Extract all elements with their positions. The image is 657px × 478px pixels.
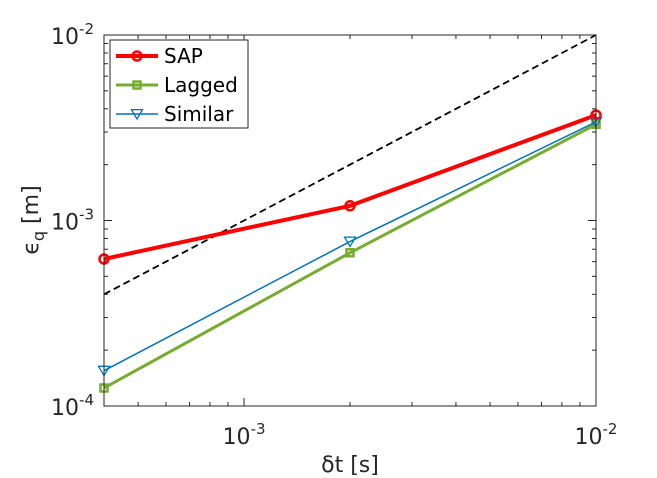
legend-item-lagged: Lagged bbox=[116, 73, 238, 97]
series-similar-line bbox=[103, 121, 597, 372]
x-tick-labels: 10-3 10-2 bbox=[223, 420, 618, 450]
legend-swatch-marker bbox=[132, 80, 142, 90]
x-tick-label: 10-2 bbox=[575, 420, 618, 450]
reference-line bbox=[103, 34, 597, 296]
legend-item-similar: Similar bbox=[116, 102, 234, 126]
legend-swatch-marker bbox=[130, 108, 144, 121]
minor-ticks bbox=[104, 35, 596, 406]
y-axis-label-subscript: q bbox=[29, 231, 48, 241]
legend: SAP Lagged Similar bbox=[109, 39, 249, 129]
legend-label: Similar bbox=[164, 102, 234, 126]
series-lagged-line bbox=[103, 122, 597, 390]
y-tick-label: 10-2 bbox=[51, 20, 94, 50]
series-layer bbox=[97, 109, 603, 393]
y-tick-labels: 10-4 10-3 10-2 bbox=[51, 20, 94, 421]
series-sap-line bbox=[103, 113, 597, 261]
y-axis-label-unit: [m] bbox=[19, 185, 44, 231]
legend-label: Lagged bbox=[164, 73, 238, 97]
series-sap-point bbox=[344, 200, 356, 212]
x-axis-label: δt [s] bbox=[321, 453, 379, 478]
series-similar-point bbox=[343, 236, 357, 248]
y-axis-label: ϵq [m] bbox=[19, 185, 48, 254]
y-tick-label: 10-3 bbox=[51, 206, 94, 236]
x-tick-label: 10-3 bbox=[223, 420, 266, 450]
y-tick-label: 10-4 bbox=[51, 391, 94, 421]
legend-label: SAP bbox=[164, 44, 203, 68]
y-axis-label-symbol: ϵ bbox=[19, 241, 44, 255]
legend-item-sap: SAP bbox=[116, 44, 203, 68]
reference-line-path bbox=[103, 34, 597, 296]
series-lagged-point bbox=[345, 248, 355, 258]
legend-swatch-marker bbox=[131, 50, 143, 62]
legend-items: SAP Lagged Similar bbox=[116, 44, 238, 126]
